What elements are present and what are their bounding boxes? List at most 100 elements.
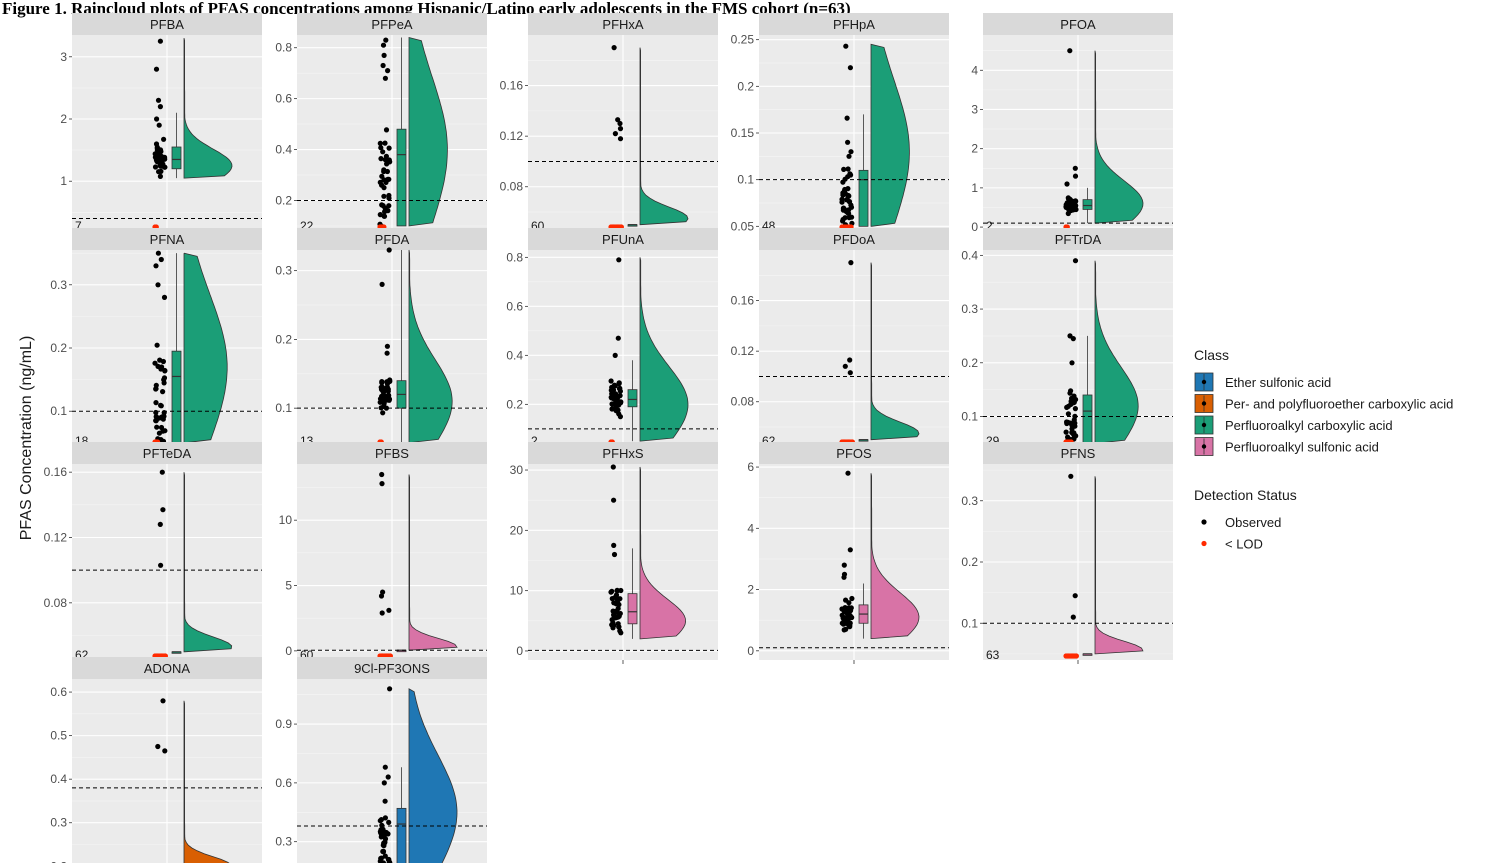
observed-point bbox=[379, 471, 385, 478]
y-tick-label: 0.3 bbox=[961, 494, 978, 508]
observed-point bbox=[379, 822, 385, 828]
facet-panel: PFOS 0 2 4 6 bbox=[747, 442, 949, 664]
legend-class-label: Per- and polyfluoroether carboxylic acid bbox=[1225, 397, 1453, 412]
y-tick-label: 0.1 bbox=[961, 616, 978, 630]
y-tick-label: 0.8 bbox=[506, 250, 523, 264]
observed-point bbox=[160, 507, 166, 513]
observed-point bbox=[386, 819, 392, 826]
observed-point bbox=[160, 163, 166, 169]
facet-strip bbox=[528, 228, 718, 250]
density-cloud bbox=[183, 37, 233, 179]
observed-point bbox=[161, 377, 167, 383]
observed-point bbox=[1069, 426, 1075, 432]
observed-point bbox=[383, 179, 389, 185]
observed-point bbox=[847, 370, 853, 376]
density-cloud bbox=[870, 473, 920, 640]
observed-point bbox=[158, 403, 164, 409]
box-iqr bbox=[627, 593, 638, 625]
facet-panel: PFNS 0.1 0.2 0.3 63 bbox=[961, 442, 1173, 664]
y-axis-label: PFAS Concentration (ng/mL) bbox=[18, 336, 35, 541]
observed-point bbox=[377, 140, 383, 146]
observed-point bbox=[848, 204, 855, 210]
observed-point bbox=[159, 364, 165, 370]
y-tick-label: 3 bbox=[971, 102, 978, 116]
observed-point bbox=[612, 383, 618, 389]
facet-title: PFTrDA bbox=[1055, 232, 1102, 247]
y-tick-label: 0.16 bbox=[731, 294, 755, 308]
density-cloud bbox=[408, 249, 453, 444]
density-cloud bbox=[639, 47, 689, 226]
observed-point bbox=[384, 343, 390, 349]
box-iqr bbox=[627, 389, 638, 408]
observed-point bbox=[381, 168, 387, 175]
observed-point bbox=[614, 599, 620, 605]
y-tick-label: 0 bbox=[285, 644, 292, 658]
observed-point bbox=[845, 615, 851, 622]
y-tick-label: 0.08 bbox=[731, 395, 755, 409]
observed-point bbox=[378, 827, 384, 833]
density-cloud bbox=[183, 252, 228, 444]
facet-title: PFNA bbox=[150, 232, 185, 247]
facet-grid: PFBA1237PFPeA0.20.40.60.822PFHxA0.080.12… bbox=[44, 13, 1173, 863]
observed-point bbox=[377, 212, 383, 218]
observed-point bbox=[1065, 434, 1071, 440]
observed-point bbox=[380, 410, 386, 416]
facet-title: PFPeA bbox=[371, 17, 413, 32]
observed-point bbox=[844, 610, 850, 616]
y-tick-label: 0.9 bbox=[275, 717, 292, 731]
box-iqr bbox=[396, 807, 407, 863]
observed-point bbox=[381, 832, 388, 838]
observed-point bbox=[616, 257, 622, 263]
observed-point bbox=[845, 166, 851, 172]
observed-point bbox=[847, 357, 853, 363]
density-cloud bbox=[183, 700, 230, 863]
facet-title: PFTeDA bbox=[143, 446, 192, 461]
facet-strip bbox=[528, 13, 718, 35]
facet-title: PFHpA bbox=[833, 17, 875, 32]
facet-strip bbox=[759, 13, 949, 35]
observed-point bbox=[381, 52, 387, 59]
observed-point bbox=[382, 764, 388, 770]
observed-point bbox=[1065, 200, 1071, 206]
observed-point bbox=[1072, 593, 1078, 599]
box-iqr bbox=[1082, 394, 1093, 444]
observed-point bbox=[617, 126, 624, 132]
observed-point bbox=[386, 192, 392, 199]
observed-point bbox=[613, 391, 619, 397]
observed-point bbox=[153, 141, 160, 147]
y-tick-label: 5 bbox=[285, 579, 292, 593]
y-tick-label: 0.16 bbox=[44, 465, 68, 479]
observed-point bbox=[386, 203, 392, 209]
observed-point bbox=[387, 378, 393, 384]
observed-point bbox=[153, 263, 159, 269]
observed-point bbox=[382, 840, 388, 846]
observed-point bbox=[848, 260, 854, 266]
y-tick-label: 0.2 bbox=[737, 79, 754, 93]
observed-point bbox=[152, 154, 158, 160]
legend-status-title: Detection Status bbox=[1194, 487, 1297, 503]
observed-point bbox=[157, 521, 163, 528]
facet-title: PFUnA bbox=[602, 232, 644, 247]
facet-title: ADONA bbox=[144, 661, 191, 676]
observed-point bbox=[610, 464, 616, 470]
observed-point bbox=[1065, 210, 1071, 217]
facet-title: PFOA bbox=[1060, 17, 1096, 32]
y-tick-label: 0.4 bbox=[275, 143, 292, 157]
facet-strip bbox=[72, 442, 262, 464]
y-tick-label: 0.2 bbox=[275, 193, 292, 207]
observed-point bbox=[1070, 614, 1076, 620]
observed-point bbox=[845, 470, 851, 476]
observed-point bbox=[162, 368, 168, 374]
lod-point bbox=[1073, 653, 1079, 659]
observed-point bbox=[611, 497, 617, 503]
density-cloud bbox=[183, 472, 233, 653]
legend: Class Ether sulfonic acid Per- and polyflu… bbox=[1194, 347, 1453, 552]
y-tick-label: 4 bbox=[747, 521, 754, 535]
observed-point bbox=[382, 798, 388, 804]
below-lod-count: 63 bbox=[986, 648, 1000, 662]
facet-panel: PFBA 1 2 3 7 bbox=[60, 13, 262, 233]
observed-point bbox=[846, 193, 852, 199]
y-tick-label: 0.2 bbox=[50, 859, 67, 863]
